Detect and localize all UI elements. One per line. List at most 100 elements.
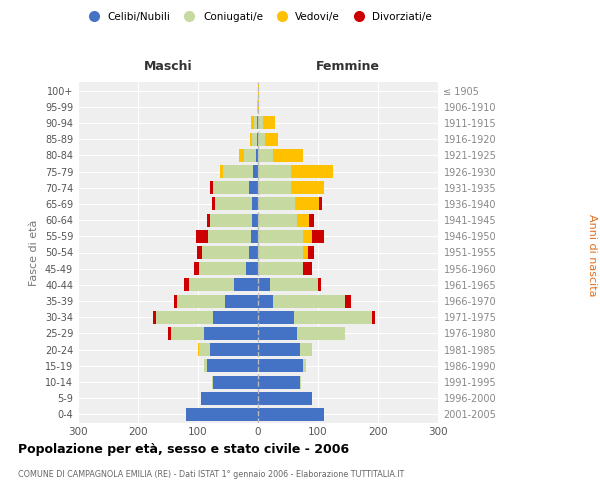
Bar: [258, 376, 300, 388]
Bar: [212, 198, 215, 210]
Bar: [258, 116, 263, 130]
Bar: [249, 246, 258, 259]
Bar: [177, 294, 225, 308]
Bar: [372, 311, 375, 324]
Bar: [258, 262, 303, 275]
Bar: [184, 278, 189, 291]
Bar: [256, 149, 258, 162]
Bar: [258, 165, 291, 178]
Bar: [300, 343, 312, 356]
Bar: [196, 230, 208, 243]
Bar: [234, 278, 258, 291]
Bar: [252, 132, 257, 145]
Bar: [319, 198, 322, 210]
Bar: [171, 327, 204, 340]
Bar: [199, 343, 210, 356]
Bar: [223, 165, 253, 178]
Bar: [318, 278, 321, 291]
Bar: [249, 182, 258, 194]
Bar: [198, 343, 199, 356]
Bar: [345, 294, 351, 308]
Bar: [258, 132, 265, 145]
Bar: [210, 182, 213, 194]
Bar: [202, 246, 249, 259]
Bar: [215, 198, 252, 210]
Bar: [246, 262, 258, 275]
Bar: [258, 392, 312, 404]
Bar: [250, 132, 252, 145]
Bar: [174, 294, 177, 308]
Bar: [291, 165, 333, 178]
Bar: [258, 360, 303, 372]
Bar: [303, 360, 306, 372]
Bar: [257, 100, 258, 114]
Bar: [270, 278, 318, 291]
Bar: [251, 230, 258, 243]
Bar: [309, 214, 314, 226]
Bar: [257, 132, 258, 145]
Bar: [273, 149, 303, 162]
Bar: [258, 149, 273, 162]
Bar: [253, 165, 258, 178]
Bar: [257, 116, 258, 130]
Bar: [258, 408, 324, 421]
Bar: [258, 198, 295, 210]
Bar: [212, 376, 213, 388]
Bar: [225, 294, 258, 308]
Text: COMUNE DI CAMPAGNOLA EMILIA (RE) - Dati ISTAT 1° gennaio 2006 - Elaborazione TUT: COMUNE DI CAMPAGNOLA EMILIA (RE) - Dati …: [18, 470, 404, 479]
Bar: [258, 230, 303, 243]
Bar: [273, 294, 345, 308]
Text: Femmine: Femmine: [316, 60, 380, 73]
Bar: [258, 294, 273, 308]
Bar: [168, 327, 171, 340]
Bar: [197, 246, 202, 259]
Bar: [207, 214, 210, 226]
Text: Maschi: Maschi: [143, 60, 193, 73]
Bar: [308, 246, 314, 259]
Bar: [258, 100, 259, 114]
Bar: [254, 116, 257, 130]
Bar: [210, 214, 252, 226]
Bar: [220, 165, 223, 178]
Bar: [258, 327, 297, 340]
Bar: [303, 246, 308, 259]
Y-axis label: Fasce di età: Fasce di età: [29, 220, 39, 286]
Bar: [156, 311, 213, 324]
Bar: [189, 278, 234, 291]
Bar: [291, 182, 324, 194]
Bar: [300, 376, 301, 388]
Bar: [194, 262, 199, 275]
Bar: [312, 230, 324, 243]
Bar: [258, 311, 294, 324]
Bar: [294, 311, 372, 324]
Bar: [297, 214, 309, 226]
Bar: [258, 214, 297, 226]
Bar: [153, 311, 156, 324]
Bar: [258, 246, 303, 259]
Bar: [265, 132, 278, 145]
Text: Anni di nascita: Anni di nascita: [587, 214, 597, 296]
Bar: [213, 311, 258, 324]
Bar: [186, 408, 258, 421]
Bar: [208, 230, 251, 243]
Bar: [213, 376, 258, 388]
Bar: [258, 182, 291, 194]
Bar: [201, 392, 258, 404]
Bar: [213, 182, 249, 194]
Text: Popolazione per età, sesso e stato civile - 2006: Popolazione per età, sesso e stato civil…: [18, 442, 349, 456]
Bar: [258, 278, 270, 291]
Bar: [199, 262, 246, 275]
Bar: [258, 343, 300, 356]
Bar: [303, 262, 312, 275]
Bar: [204, 360, 207, 372]
Bar: [258, 84, 259, 97]
Bar: [252, 214, 258, 226]
Bar: [295, 198, 319, 210]
Bar: [252, 198, 258, 210]
Legend: Celibi/Nubili, Coniugati/e, Vedovi/e, Divorziati/e: Celibi/Nubili, Coniugati/e, Vedovi/e, Di…: [80, 8, 436, 26]
Bar: [204, 327, 258, 340]
Bar: [251, 116, 254, 130]
Bar: [207, 360, 258, 372]
Bar: [297, 327, 345, 340]
Bar: [239, 149, 244, 162]
